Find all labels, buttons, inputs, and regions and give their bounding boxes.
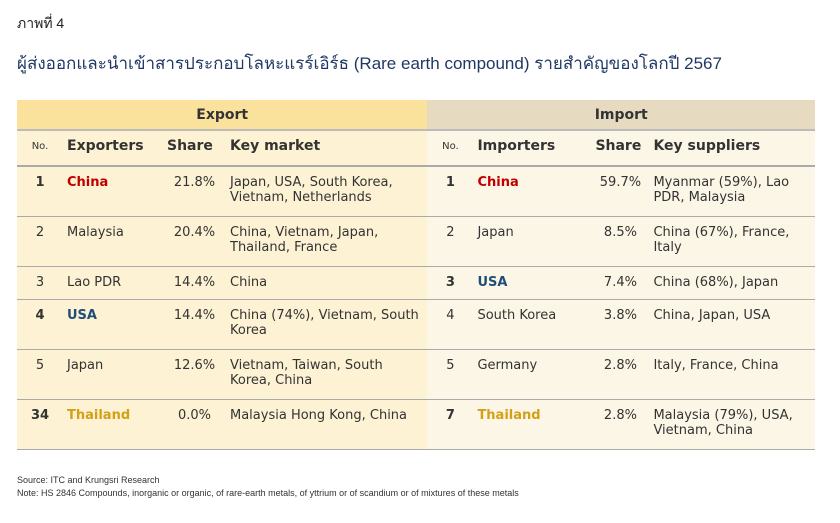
im-no-cell: 5 xyxy=(427,349,474,400)
ex-no-cell: 4 xyxy=(17,299,63,350)
ex-name-cell: Thailand xyxy=(63,399,163,450)
ex-share-cell: 14.4% xyxy=(163,299,226,350)
ex-no-cell: 34 xyxy=(17,399,63,450)
ex-key-cell: China xyxy=(226,266,428,300)
export-header: Export xyxy=(17,100,428,131)
ex-share-cell: 14.4% xyxy=(163,266,226,300)
im-no-cell: 3 xyxy=(427,266,474,300)
im-share-cell: 7.4% xyxy=(591,266,650,300)
page-title: ผู้ส่งออกและนำเข้าสารประกอบโลหะแรร์เอิร์… xyxy=(17,54,722,73)
table-row: 1 China 21.8% Japan, USA, South Korea, Viet… xyxy=(17,166,815,217)
table-row: 2 Malaysia 20.4% China, Vietnam, Japan, Tha… xyxy=(17,216,815,267)
im-key-cell: China, Japan, USA xyxy=(649,299,815,350)
im-no-cell: 7 xyxy=(427,399,474,450)
ex-name-cell: Lao PDR xyxy=(63,266,163,300)
table-row: 5 Japan 12.6% Vietnam, Taiwan, South Korea,… xyxy=(17,349,815,400)
ex-key-cell: China (74%), Vietnam, South Korea xyxy=(226,299,428,350)
ex-name-cell: China xyxy=(63,166,163,217)
im-no-cell: 2 xyxy=(427,216,474,267)
ex-share-cell: 20.4% xyxy=(163,216,226,267)
col-no: No. xyxy=(427,130,474,167)
im-key-cell: Italy, France, China xyxy=(649,349,815,400)
ex-no-cell: 3 xyxy=(17,266,63,300)
im-share-cell: 59.7% xyxy=(591,166,650,217)
ex-share-cell: 0.0% xyxy=(163,399,226,450)
col-share: Share xyxy=(163,130,226,167)
im-share-cell: 3.8% xyxy=(591,299,650,350)
source-note: Source: ITC and Krungsri Research xyxy=(17,475,160,485)
ex-key-cell: Vietnam, Taiwan, South Korea, China xyxy=(226,349,428,400)
ex-key-cell: Japan, USA, South Korea, Vietnam, Nether… xyxy=(226,166,428,217)
table-row: 34 Thailand 0.0% Malaysia Hong Kong, China 7… xyxy=(17,399,815,450)
im-key-cell: Myanmar (59%), Lao PDR, Malaysia xyxy=(649,166,815,217)
import-header: Import xyxy=(427,100,815,131)
im-name-cell: Japan xyxy=(473,216,592,267)
ex-key-cell: Malaysia Hong Kong, China xyxy=(226,399,428,450)
im-key-cell: China (67%), France, Italy xyxy=(649,216,815,267)
im-key-cell: China (68%), Japan xyxy=(649,266,815,300)
im-key-cell: Malaysia (79%), USA, Vietnam, China xyxy=(649,399,815,450)
ex-no-cell: 1 xyxy=(17,166,63,217)
im-share-cell: 8.5% xyxy=(591,216,650,267)
col-key-market: Key market xyxy=(226,130,428,167)
figure-label: ภาพที่ 4 xyxy=(17,15,65,31)
ex-no-cell: 2 xyxy=(17,216,63,267)
im-no-cell: 4 xyxy=(427,299,474,350)
ex-share-cell: 12.6% xyxy=(163,349,226,400)
im-name-cell: Germany xyxy=(473,349,592,400)
im-name-cell: China xyxy=(473,166,592,217)
ex-name-cell: Japan xyxy=(63,349,163,400)
footnote: Note: HS 2846 Compounds, inorganic or or… xyxy=(17,488,519,498)
col-importers: Importers xyxy=(473,130,592,167)
im-name-cell: USA xyxy=(473,266,592,300)
ex-no-cell: 5 xyxy=(17,349,63,400)
ex-key-cell: China, Vietnam, Japan, Thailand, France xyxy=(226,216,428,267)
im-name-cell: South Korea xyxy=(473,299,592,350)
col-no: No. xyxy=(17,130,63,167)
im-no-cell: 1 xyxy=(427,166,474,217)
col-key-suppliers: Key suppliers xyxy=(649,130,815,167)
im-share-cell: 2.8% xyxy=(591,349,650,400)
ex-share-cell: 21.8% xyxy=(163,166,226,217)
im-share-cell: 2.8% xyxy=(591,399,650,450)
table-row: 3 Lao PDR 14.4% China 3 USA 7.4% China (68%), J… xyxy=(17,266,815,300)
ex-name-cell: USA xyxy=(63,299,163,350)
col-exporters: Exporters xyxy=(63,130,163,167)
rare-earth-trade-table: Export Import No. Exporters Share Key ma… xyxy=(17,100,815,450)
ex-name-cell: Malaysia xyxy=(63,216,163,267)
im-name-cell: Thailand xyxy=(473,399,592,450)
col-share: Share xyxy=(591,130,650,167)
table-row: 4 USA 14.4% China (74%), Vietnam, South Kor… xyxy=(17,299,815,350)
